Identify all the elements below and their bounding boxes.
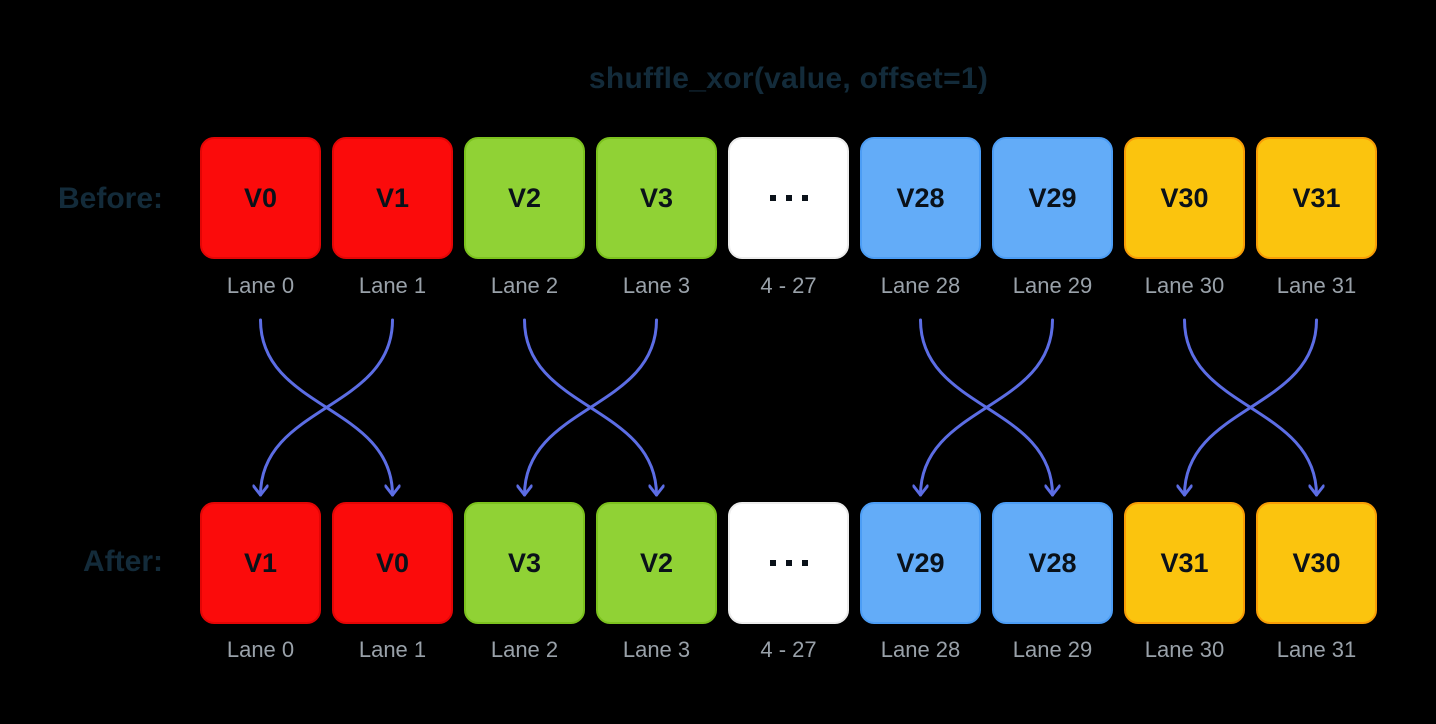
lane-label: Lane 29 bbox=[1012, 637, 1093, 662]
value-box: V31 bbox=[1256, 137, 1377, 259]
ellipsis-box bbox=[728, 137, 849, 259]
lane-label: Lane 28 bbox=[880, 637, 961, 662]
value-box: V30 bbox=[1256, 502, 1377, 624]
lane-label: Lane 3 bbox=[622, 637, 691, 662]
swap-arrow bbox=[921, 318, 1054, 497]
ellipsis-dot-icon bbox=[785, 560, 792, 566]
swap-arrow bbox=[1185, 318, 1318, 497]
diagram-title: shuffle_xor(value, offset=1) bbox=[588, 62, 989, 95]
lane-label: Lane 2 bbox=[490, 637, 559, 662]
ellipsis-dot-icon bbox=[801, 195, 808, 201]
value-box: V1 bbox=[332, 137, 453, 259]
value-box: V30 bbox=[1124, 137, 1245, 259]
lane-label: Lane 1 bbox=[358, 637, 427, 662]
after-row-label: After: bbox=[83, 545, 163, 578]
ellipsis-dot-icon bbox=[769, 560, 776, 566]
value-box: V0 bbox=[332, 502, 453, 624]
value-box: V28 bbox=[992, 502, 1113, 624]
lane-label: Lane 30 bbox=[1144, 273, 1225, 298]
value-box: V3 bbox=[596, 137, 717, 259]
value-box: V2 bbox=[596, 502, 717, 624]
before-value-row: V0 V1 V2 V3 V28 V29 V30 V31 bbox=[200, 137, 1377, 259]
lane-label: 4 - 27 bbox=[760, 637, 817, 662]
before-lane-labels: Lane 0 Lane 1 Lane 2 Lane 3 4 - 27 Lane 28 Lan… bbox=[200, 273, 1377, 299]
lane-label: Lane 30 bbox=[1144, 637, 1225, 662]
lane-label: 4 - 27 bbox=[760, 273, 817, 298]
value-box: V29 bbox=[860, 502, 981, 624]
value-box: V29 bbox=[992, 137, 1113, 259]
value-box: V31 bbox=[1124, 502, 1245, 624]
after-value-row: V1 V0 V3 V2 V29 V28 V31 V30 bbox=[200, 502, 1377, 624]
lane-label: Lane 29 bbox=[1012, 273, 1093, 298]
swap-arrow bbox=[523, 318, 657, 497]
ellipsis-dot-icon bbox=[785, 195, 792, 201]
ellipsis-box bbox=[728, 502, 849, 624]
before-row-label: Before: bbox=[57, 182, 163, 215]
ellipsis-dot-icon bbox=[801, 560, 808, 566]
after-lane-labels: Lane 0 Lane 1 Lane 2 Lane 3 4 - 27 Lane 28 Lan… bbox=[200, 637, 1377, 663]
swap-arrow bbox=[1183, 318, 1317, 497]
ellipsis-dot-icon bbox=[769, 195, 776, 201]
lane-label: Lane 0 bbox=[226, 637, 295, 662]
value-box: V3 bbox=[464, 502, 585, 624]
lane-label: Lane 3 bbox=[622, 273, 691, 298]
value-box: V2 bbox=[464, 137, 585, 259]
lane-label: Lane 0 bbox=[226, 273, 295, 298]
lane-label: Lane 31 bbox=[1276, 273, 1357, 298]
lane-label: Lane 2 bbox=[490, 273, 559, 298]
lane-label: Lane 28 bbox=[880, 273, 961, 298]
lane-label: Lane 1 bbox=[358, 273, 427, 298]
swap-arrow bbox=[261, 318, 394, 497]
swap-arrow bbox=[259, 318, 393, 497]
swap-arrow bbox=[525, 318, 658, 497]
swap-arrow bbox=[919, 318, 1053, 497]
lane-label: Lane 31 bbox=[1276, 637, 1357, 662]
value-box: V0 bbox=[200, 137, 321, 259]
value-box: V28 bbox=[860, 137, 981, 259]
value-box: V1 bbox=[200, 502, 321, 624]
